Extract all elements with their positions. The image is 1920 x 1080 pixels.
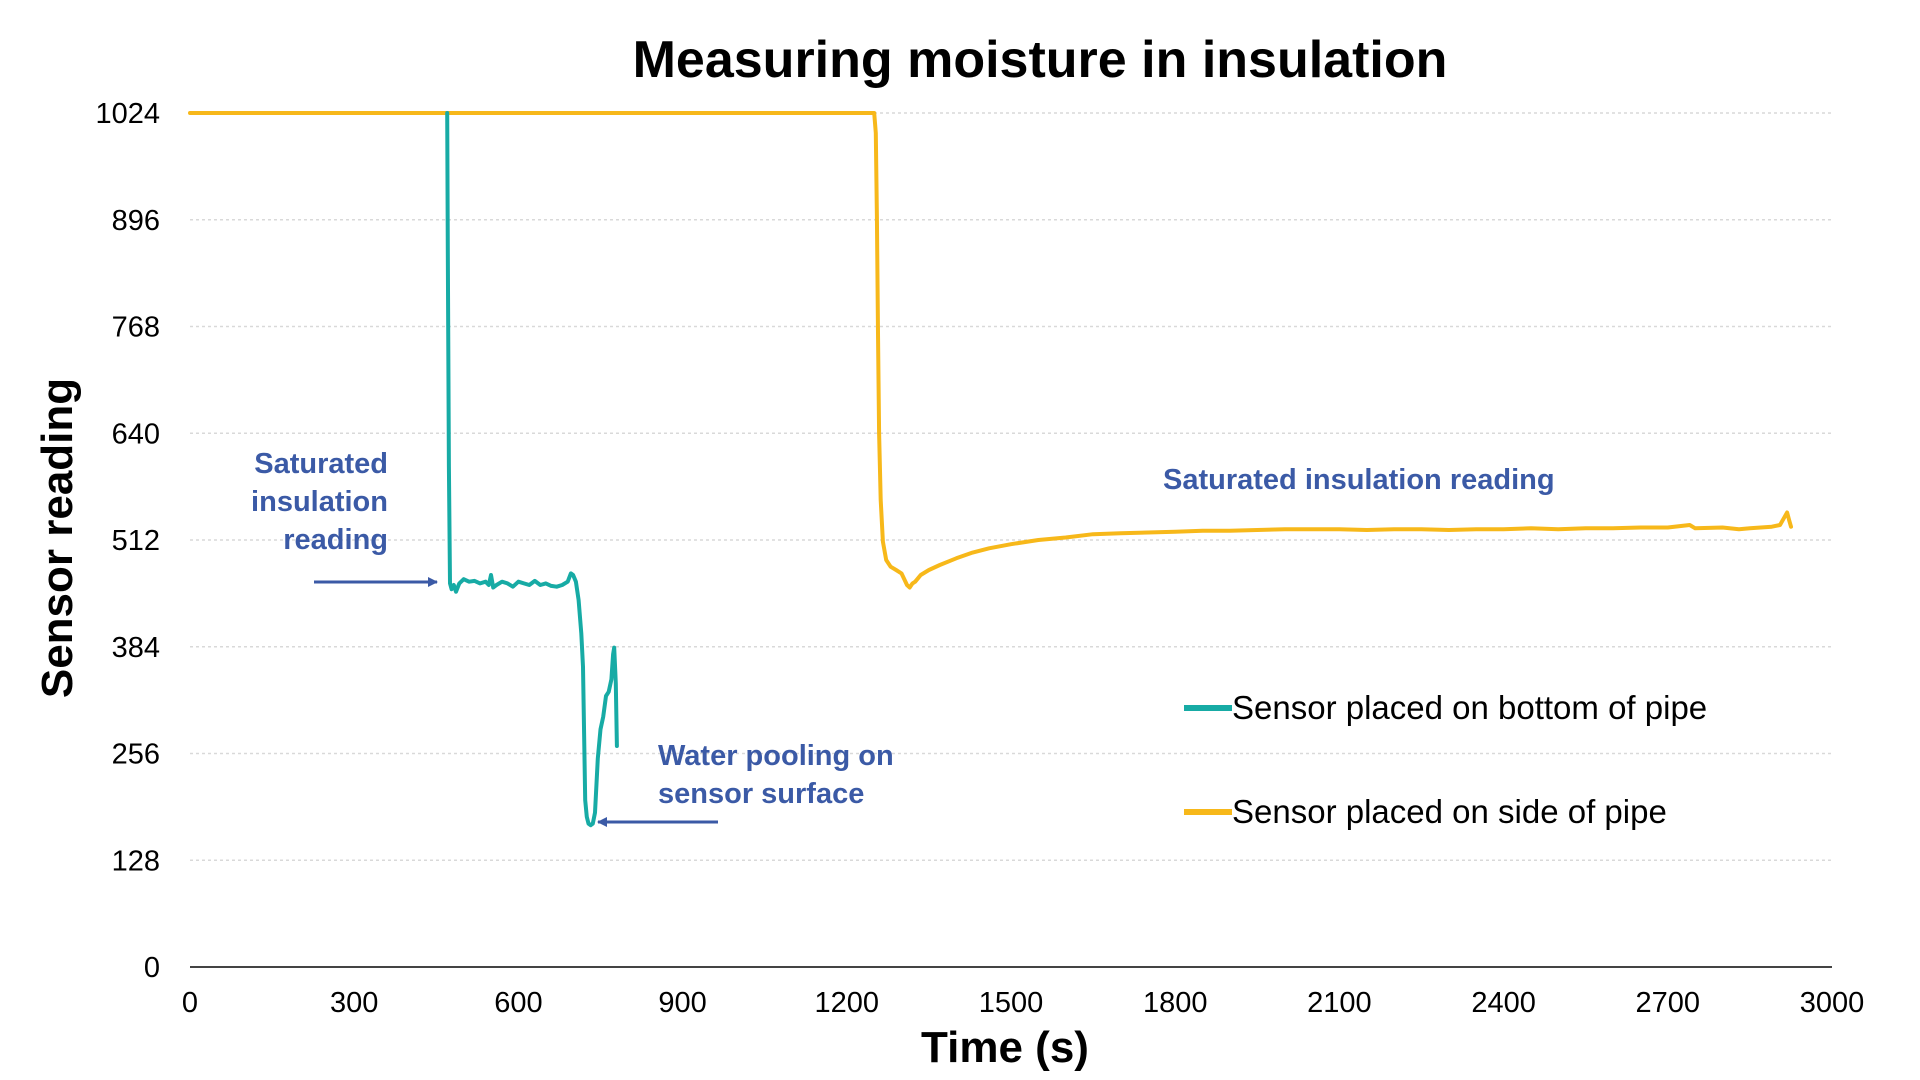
y-tick-label: 896 [112,205,160,237]
x-tick-label: 1500 [979,987,1044,1019]
annotation-water-pooling-line-1: Water pooling on [658,740,894,772]
x-tick-label: 0 [182,987,198,1019]
x-axis-title: Time (s) [921,1023,1089,1072]
y-tick-label: 128 [112,845,160,877]
legend-label-side-pipe: Sensor placed on side of pipe [1232,793,1667,830]
x-tick-label: 2700 [1636,987,1701,1019]
x-tick-label: 3000 [1800,987,1865,1019]
y-tick-label: 256 [112,739,160,771]
x-tick-label: 300 [330,987,378,1019]
y-tick-label: 768 [112,312,160,344]
y-tick-label: 1024 [95,98,160,130]
y-tick-label: 0 [144,952,160,984]
series-line-bottom-pipe [445,111,619,828]
annotation-water-pooling: Water pooling on sensor surface [597,740,894,827]
gridlines [190,112,1832,861]
x-tick-label: 1200 [815,987,880,1019]
x-tick-label: 600 [494,987,542,1019]
series-line-side-pipe [188,111,1793,590]
x-tick-label: 2100 [1307,987,1372,1019]
annotation-saturated-bottom-line-2: insulation [251,486,388,518]
annotation-water-pooling-line-2: sensor surface [658,778,864,810]
annotation-saturated-bottom-line-1: Saturated [254,448,388,480]
annotation-saturated-side: Saturated insulation reading [1163,464,1555,496]
y-tick-label: 640 [112,418,160,450]
x-tick-label: 2400 [1471,987,1536,1019]
x-tick-label: 1800 [1143,987,1208,1019]
y-axis-title: Sensor reading [33,378,82,698]
series-lines [188,111,1793,828]
legend-label-bottom-pipe: Sensor placed on bottom of pipe [1232,689,1707,726]
x-tick-labels: 0 300 600 900 1200 1500 1800 2100 2400 2700 3000 [182,987,1864,1019]
annotation-saturated-bottom: Saturated insulation reading [251,448,438,587]
annotation-saturated-bottom-line-3: reading [283,524,388,556]
legend: Sensor placed on bottom of pipe Sensor p… [1184,689,1707,830]
chart-title: Measuring moisture in insulation [633,31,1448,89]
y-tick-labels: 0 128 256 384 512 640 768 896 1024 [95,98,160,984]
y-tick-label: 384 [112,632,160,664]
y-tick-label: 512 [112,525,160,557]
x-tick-label: 900 [658,987,706,1019]
